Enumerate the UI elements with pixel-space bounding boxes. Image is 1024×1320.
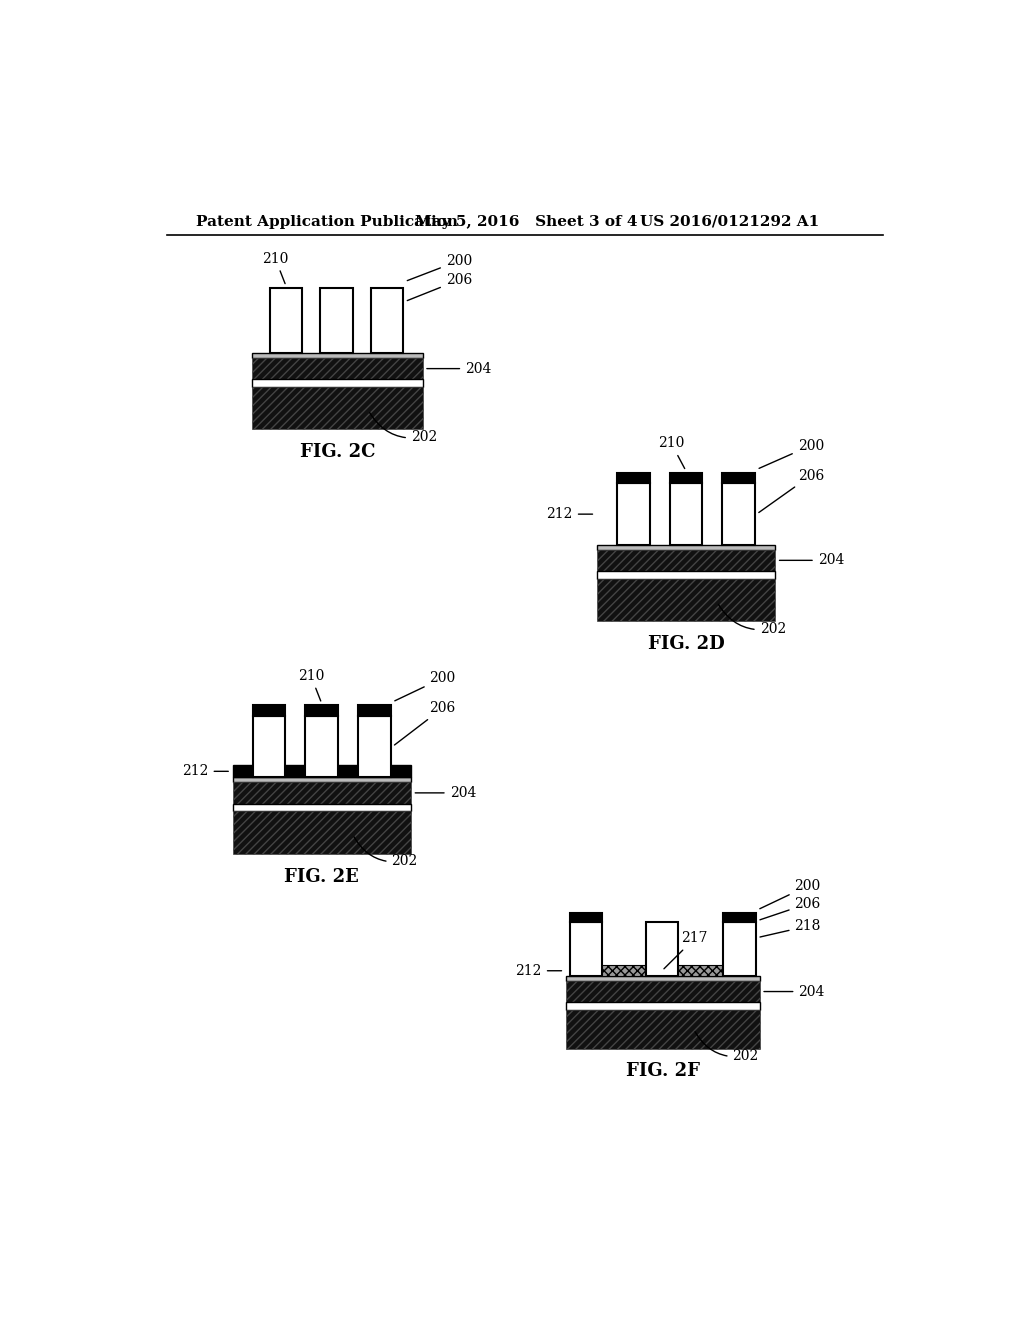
Bar: [232, 766, 411, 777]
Text: 202: 202: [354, 837, 418, 869]
Bar: [270, 288, 302, 354]
Bar: [358, 705, 391, 715]
Bar: [617, 483, 649, 545]
Text: 204: 204: [779, 553, 844, 568]
Text: 217: 217: [664, 932, 708, 969]
Text: 206: 206: [759, 469, 824, 512]
Bar: [371, 288, 403, 354]
Bar: [232, 777, 411, 781]
Bar: [321, 288, 352, 354]
Bar: [723, 923, 756, 977]
Bar: [252, 358, 423, 379]
Bar: [305, 705, 338, 715]
Bar: [722, 473, 755, 483]
Text: 204: 204: [764, 985, 824, 998]
Text: 200: 200: [759, 438, 824, 469]
Bar: [566, 981, 760, 1002]
Bar: [670, 483, 702, 545]
Text: 204: 204: [415, 785, 476, 800]
Text: US 2016/0121292 A1: US 2016/0121292 A1: [640, 215, 819, 228]
Bar: [253, 715, 286, 777]
Text: 210: 210: [658, 437, 685, 469]
Bar: [617, 473, 649, 483]
Bar: [253, 705, 286, 715]
Bar: [566, 977, 760, 981]
Bar: [305, 715, 338, 777]
Text: 200: 200: [760, 879, 821, 908]
Bar: [252, 379, 423, 387]
Text: 200: 200: [408, 253, 472, 281]
Text: 206: 206: [408, 273, 472, 301]
Text: 206: 206: [394, 701, 456, 744]
Text: FIG. 2F: FIG. 2F: [626, 1063, 699, 1080]
Bar: [232, 781, 411, 804]
Bar: [646, 923, 678, 977]
Bar: [566, 1002, 760, 1010]
Bar: [670, 473, 702, 483]
Text: 204: 204: [427, 362, 492, 376]
Bar: [597, 545, 775, 549]
Bar: [722, 483, 755, 545]
Bar: [597, 549, 775, 572]
Text: FIG. 2C: FIG. 2C: [299, 444, 375, 461]
Bar: [252, 387, 423, 429]
Bar: [252, 354, 423, 358]
Bar: [597, 572, 775, 579]
Bar: [358, 715, 391, 777]
Bar: [569, 913, 602, 923]
Bar: [232, 812, 411, 854]
Text: 202: 202: [370, 413, 437, 444]
Bar: [569, 923, 602, 977]
Text: 210: 210: [262, 252, 289, 284]
Text: FIG. 2E: FIG. 2E: [285, 867, 359, 886]
Text: FIG. 2D: FIG. 2D: [647, 635, 724, 653]
Bar: [597, 578, 775, 622]
Text: Patent Application Publication: Patent Application Publication: [197, 215, 458, 228]
Text: 212: 212: [182, 764, 228, 779]
Text: 218: 218: [760, 919, 821, 937]
Bar: [232, 804, 411, 812]
Text: 202: 202: [695, 1032, 759, 1063]
Bar: [723, 913, 756, 923]
Bar: [566, 1010, 760, 1048]
Text: 206: 206: [760, 896, 821, 920]
Bar: [602, 965, 722, 977]
Text: 212: 212: [547, 507, 593, 521]
Text: 210: 210: [298, 669, 325, 701]
Text: May 5, 2016   Sheet 3 of 4: May 5, 2016 Sheet 3 of 4: [415, 215, 637, 228]
Text: 212: 212: [515, 964, 561, 978]
Text: 200: 200: [395, 671, 456, 701]
Text: 202: 202: [719, 605, 785, 636]
